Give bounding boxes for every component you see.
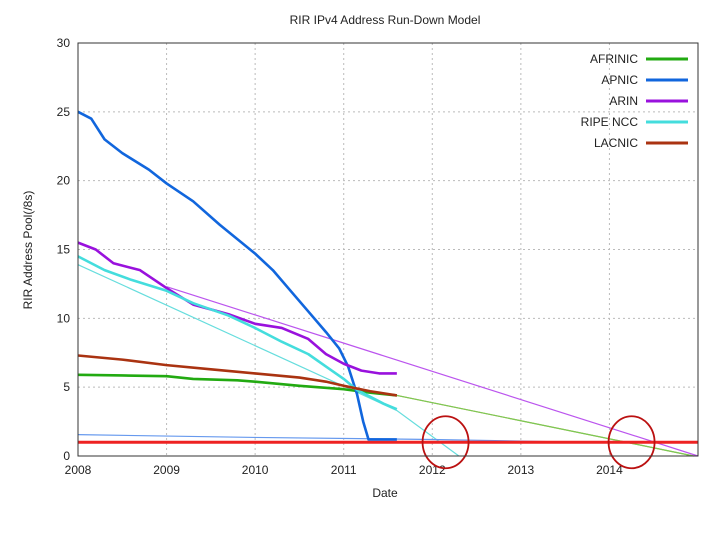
series-line-afrinic bbox=[77, 373, 397, 397]
x-tick-label: 2014 bbox=[596, 463, 623, 477]
chart-title: RIR IPv4 Address Run-Down Model bbox=[290, 13, 481, 27]
x-axis-label: Date bbox=[372, 486, 398, 500]
legend: AFRINIC APNIC ARIN RIPE NCC LACNIC bbox=[581, 52, 688, 150]
y-tick-label: 10 bbox=[57, 311, 71, 325]
annotation-circle bbox=[607, 415, 656, 470]
projection-line bbox=[77, 434, 548, 443]
legend-label: ARIN bbox=[609, 94, 638, 108]
ticks: 2008 2009 2010 2011 2012 2013 2014 0 5 10 15 20 25 30 bbox=[57, 36, 623, 477]
y-axis-label: RIR Address Pool(/8s) bbox=[21, 191, 35, 310]
legend-label: LACNIC bbox=[594, 136, 638, 150]
legend-label: APNIC bbox=[601, 73, 638, 87]
y-tick-label: 5 bbox=[63, 380, 70, 394]
x-tick-label: 2008 bbox=[65, 463, 92, 477]
legend-label: RIPE NCC bbox=[581, 115, 639, 129]
legend-label: AFRINIC bbox=[590, 52, 638, 66]
projection-line bbox=[166, 286, 699, 457]
x-tick-label: 2012 bbox=[419, 463, 446, 477]
x-tick-label: 2010 bbox=[242, 463, 269, 477]
y-tick-label: 30 bbox=[57, 36, 71, 50]
x-tick-label: 2011 bbox=[331, 463, 357, 477]
series-line-arin bbox=[77, 241, 397, 375]
series-line-lacnic bbox=[77, 354, 398, 397]
x-tick-label: 2013 bbox=[508, 463, 535, 477]
series-group bbox=[77, 110, 699, 470]
projection-line bbox=[396, 394, 694, 457]
x-tick-label: 2009 bbox=[153, 463, 180, 477]
annotation-circle bbox=[421, 415, 470, 470]
y-tick-label: 20 bbox=[57, 174, 71, 188]
y-tick-label: 25 bbox=[57, 105, 71, 119]
y-tick-label: 0 bbox=[63, 449, 70, 463]
grid bbox=[78, 43, 698, 456]
plot-frame bbox=[77, 42, 699, 457]
series-line-ripe-ncc bbox=[77, 255, 398, 411]
y-tick-label: 15 bbox=[57, 243, 71, 257]
series-line-apnic bbox=[77, 110, 397, 441]
